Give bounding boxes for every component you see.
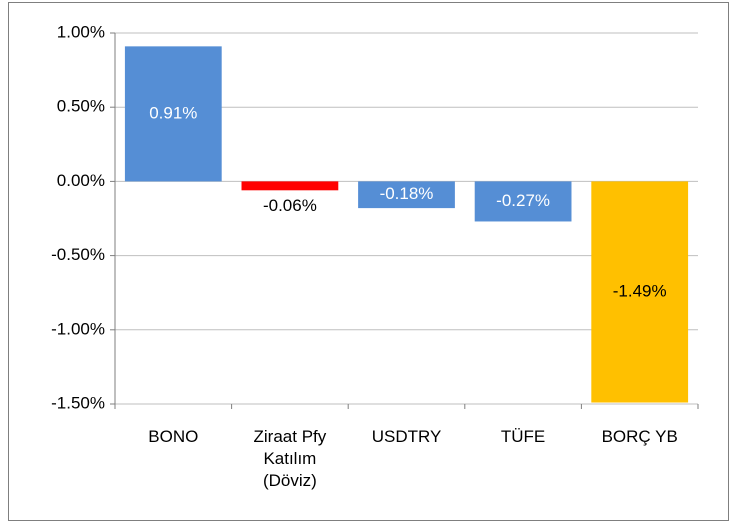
data-label: -0.18% — [380, 184, 434, 203]
y-tick-label: -1.50% — [51, 393, 105, 412]
data-label: -0.06% — [263, 196, 317, 215]
y-tick-label: 0.50% — [57, 97, 105, 116]
x-tick-label: BORÇ YB — [601, 427, 678, 446]
bar — [474, 181, 572, 222]
y-tick-label: 0.00% — [57, 171, 105, 190]
bar — [241, 181, 339, 191]
x-tick-label: BONO — [148, 427, 199, 446]
y-tick-label: -0.50% — [51, 245, 105, 264]
x-tick-label: USDTRY — [371, 427, 442, 446]
data-label: -0.27% — [496, 191, 550, 210]
data-label: 0.91% — [149, 103, 197, 122]
x-tick-label: Ziraat Pfy Katılım (Döviz) — [253, 427, 327, 490]
bar — [358, 181, 455, 209]
x-tick-label: TÜFE — [500, 427, 546, 446]
y-tick-label: 1.00% — [57, 22, 105, 41]
data-label: -1.49% — [613, 281, 667, 300]
bar — [124, 46, 222, 182]
y-tick-label: -1.00% — [51, 319, 105, 338]
bar — [591, 181, 689, 403]
